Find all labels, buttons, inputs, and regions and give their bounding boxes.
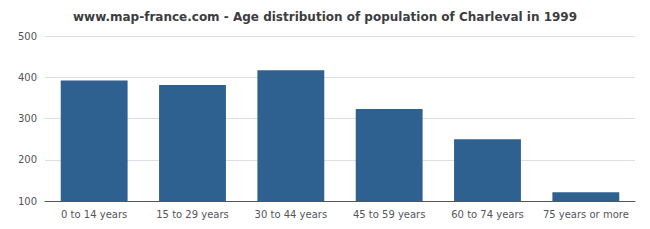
svg-text:www.map-france.com - Age distr: www.map-france.com - Age distribution of… [73,10,577,24]
svg-text:200: 200 [18,154,37,165]
svg-text:75 years or more: 75 years or more [543,209,629,220]
svg-text:45 to 59 years: 45 to 59 years [353,209,426,220]
svg-text:60 to 74 years: 60 to 74 years [451,209,524,220]
svg-text:500: 500 [18,31,37,42]
svg-text:100: 100 [18,196,37,207]
svg-text:30 to 44 years: 30 to 44 years [255,209,328,220]
svg-text:0 to 14 years: 0 to 14 years [61,209,127,220]
svg-text:400: 400 [18,72,37,83]
svg-text:15 to 29 years: 15 to 29 years [156,209,229,220]
svg-text:300: 300 [18,113,37,124]
